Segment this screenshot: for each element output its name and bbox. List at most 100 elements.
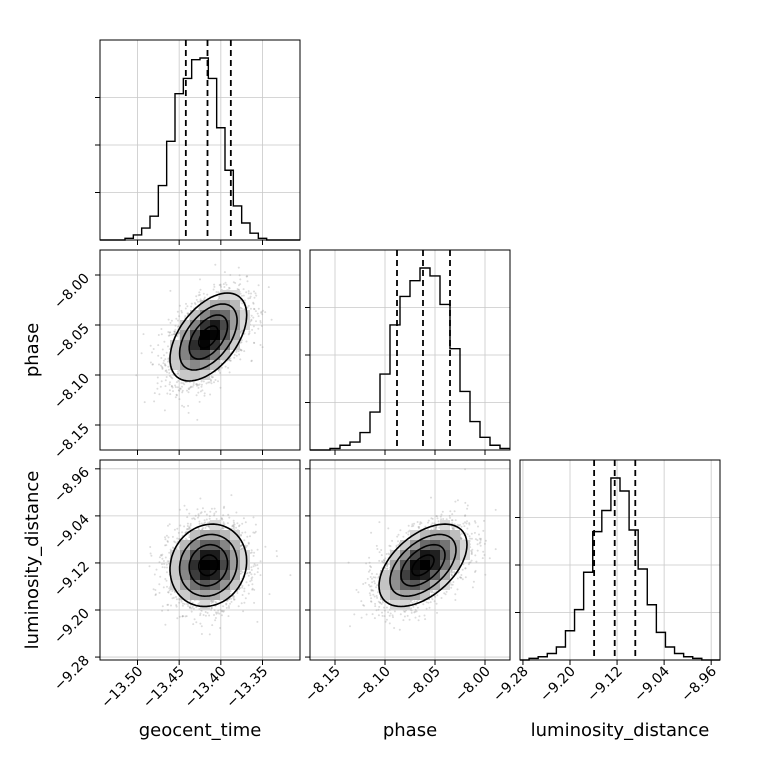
sample-point [164,358,166,360]
sample-point [181,391,183,393]
sample-point [164,536,166,538]
sample-point [243,517,245,519]
sample-point [195,303,197,305]
sample-point [222,514,224,516]
sample-point [228,517,230,519]
sample-point [219,627,221,629]
sample-point [228,607,230,609]
sample-point [183,525,185,527]
sample-point [246,536,248,538]
sample-point [167,540,169,542]
sample-point [202,507,204,509]
sample-point [178,315,180,317]
sample-point [211,508,213,510]
sample-point [195,515,197,517]
sample-point [176,381,178,383]
sample-point [164,409,166,411]
sample-point [162,368,164,370]
sample-point [166,352,168,354]
sample-point [251,360,253,362]
sample-point [179,305,181,307]
sample-point [234,354,236,356]
sample-point [207,522,209,524]
sample-point [168,552,170,554]
sample-point [255,320,257,322]
y-tick-label: −8.15 [51,421,93,463]
sample-point [254,297,256,299]
sample-point [135,374,137,376]
sample-point [243,288,245,290]
x-tick-label: −8.96 [678,663,720,705]
sample-point [173,333,175,335]
sample-point [253,291,255,293]
sample-point [201,523,203,525]
sample-point [239,283,241,285]
sample-point [143,333,145,335]
sample-point [164,363,166,365]
sample-point [204,527,206,529]
sample-point [253,565,255,567]
sample-point [173,541,175,543]
sample-point [171,334,173,336]
sample-point [243,295,245,297]
sample-point [166,571,168,573]
x-tick-label: −13.45 [140,664,188,712]
density-cell [220,290,230,300]
histogram-panel-0 [95,40,300,245]
sample-point [177,373,179,375]
sample-point [186,509,188,511]
sample-point [169,334,171,336]
sample-point [251,569,253,571]
sample-point [238,605,240,607]
sample-point [241,295,243,297]
sample-point [213,286,215,288]
sample-point [210,607,212,609]
sample-point [233,520,235,522]
sample-point [201,610,203,612]
sample-point [168,357,170,359]
sample-point [169,523,171,525]
sample-point [238,267,240,269]
sample-point [269,593,271,595]
sample-point [175,596,177,598]
sample-point [191,303,193,305]
sample-point [159,576,161,578]
sample-point [141,352,143,354]
density-cell [230,300,240,310]
sample-point [201,633,203,635]
sample-point [188,391,190,393]
sample-point [233,522,235,524]
sample-point [197,508,199,510]
sample-point [222,605,224,607]
sample-point [203,380,205,382]
sample-point [246,545,248,547]
sample-point [195,621,197,623]
density-cell [180,350,190,360]
sample-point [248,290,250,292]
sample-point [217,380,219,382]
sample-point [179,616,181,618]
sample-point [162,605,164,607]
sample-point [218,613,220,615]
sample-point [189,607,191,609]
sample-point [168,592,170,594]
sample-point [162,566,164,568]
sample-point [230,598,232,600]
sample-point [222,523,224,525]
sample-point [200,512,202,514]
sample-point [210,379,212,381]
panel-background [100,40,300,240]
sample-point [176,538,178,540]
sample-point [176,598,178,600]
sample-point [168,319,170,321]
sample-point [163,360,165,362]
sample-point [172,387,174,389]
sample-point [159,556,161,558]
sample-point [156,388,158,390]
sample-point [262,310,264,312]
sample-point [245,291,247,293]
sample-point [252,317,254,319]
sample-point [204,519,206,521]
x-tick-label: −13.40 [182,664,230,712]
density-cell [190,320,200,330]
